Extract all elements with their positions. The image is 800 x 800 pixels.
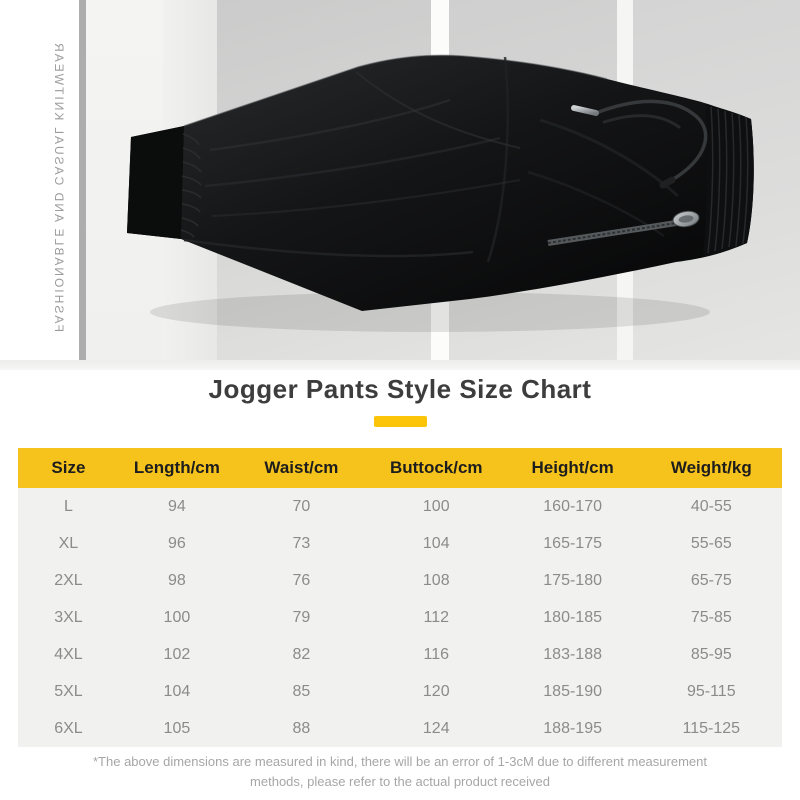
table-cell: 175-180 (543, 571, 602, 589)
table-body: L 94 70 100 160-170 40-55 XL 96 73 104 1… (18, 488, 782, 747)
table-cell: 70 (292, 497, 311, 515)
zipper-teeth (547, 222, 677, 244)
table-header-height: Height/cm (531, 458, 614, 477)
table-cell: 104 (163, 682, 191, 700)
backdrop-white-margin (0, 0, 79, 360)
table-cell: 100 (422, 497, 450, 515)
table-cell: 82 (292, 645, 311, 663)
table-header-row: Size Length/cm Waist/cm Buttock/cm Heigh… (18, 448, 782, 488)
measurement-disclaimer: *The above dimensions are measured in ki… (0, 752, 800, 792)
table-cell: 100 (163, 608, 191, 626)
table-row: 2XL 98 76 108 175-180 65-75 (18, 562, 782, 599)
table-row: L 94 70 100 160-170 40-55 (18, 488, 782, 525)
title-accent-bar (373, 416, 427, 427)
table-cell: 108 (422, 571, 450, 589)
table-cell: 180-185 (543, 608, 602, 626)
table-cell: 104 (422, 534, 450, 552)
table-row: 3XL 100 79 112 180-185 75-85 (18, 599, 782, 636)
table-cell: 79 (292, 608, 311, 626)
table-header-waist: Waist/cm (264, 458, 339, 477)
table-cell: 102 (163, 645, 191, 663)
table-cell: 96 (168, 534, 186, 552)
zipper-pocket (547, 210, 700, 246)
table-cell: 98 (168, 571, 186, 589)
backdrop-floor-strip (0, 360, 800, 370)
title-section: Jogger Pants Style Size Chart (0, 370, 800, 427)
table-header-length: Length/cm (133, 458, 220, 477)
product-photo-section: FASHIONABLE AND CASUAL KNITWEAR (0, 0, 800, 370)
table-header-buttock: Buttock/cm (389, 458, 483, 477)
table-cell: 2XL (54, 571, 83, 589)
table-cell: 112 (423, 608, 450, 626)
disclaimer-line-2: methods, please refer to the actual prod… (250, 774, 550, 789)
table-cell: 55-65 (690, 534, 732, 552)
table-cell: XL (58, 534, 79, 552)
table-cell: 105 (163, 719, 191, 737)
pants-top-highlight (183, 54, 608, 127)
table-cell: 160-170 (543, 497, 602, 515)
table-cell: 185-190 (543, 682, 602, 700)
table-cell: 188-195 (543, 719, 602, 737)
table-cell: 5XL (54, 682, 83, 700)
table-cell: 40-55 (690, 497, 732, 515)
table-cell: 183-188 (543, 645, 602, 663)
table-cell: 115-125 (682, 719, 741, 737)
drawstring (571, 99, 708, 189)
backdrop-gray-stripe (79, 0, 86, 360)
table-cell: 73 (292, 534, 311, 552)
pants-cuff (127, 126, 184, 239)
size-chart-table: Size Length/cm Waist/cm Buttock/cm Heigh… (18, 448, 782, 747)
page-title: Jogger Pants Style Size Chart (208, 374, 592, 404)
table-row: 5XL 104 85 120 185-190 95-115 (18, 673, 782, 710)
table-cell: 65-75 (690, 571, 732, 589)
table-cell: 116 (423, 645, 450, 663)
waistband-ribbing (707, 106, 749, 254)
table-cell: 165-175 (543, 534, 602, 552)
table-cell: 4XL (54, 645, 83, 663)
table-cell: 94 (168, 497, 186, 515)
table-row: XL 96 73 104 165-175 55-65 (18, 525, 782, 562)
table-header-weight: Weight/kg (670, 458, 752, 477)
jogger-pants-photo (127, 54, 754, 332)
table-cell: 85 (292, 682, 311, 700)
zipper-pull-detail (678, 215, 694, 223)
table-cell: 76 (292, 571, 311, 589)
table-cell: 88 (292, 719, 311, 737)
drawstring-aglet (659, 176, 676, 189)
pants-body (127, 55, 754, 312)
table-cell: 124 (422, 719, 450, 737)
table-cell: 95-115 (686, 682, 736, 700)
pants-shadow (150, 292, 710, 332)
table-header-size: Size (51, 458, 86, 477)
table-cell: 3XL (54, 608, 83, 626)
cuff-elastic-gathers (180, 133, 202, 238)
table-cell: 75-85 (690, 608, 732, 626)
table-cell: 120 (422, 682, 450, 700)
table-cell: 85-95 (690, 645, 732, 663)
drawstring-metal-tip (571, 105, 599, 116)
disclaimer-line-1: *The above dimensions are measured in ki… (93, 754, 707, 769)
table-cell: 6XL (54, 719, 83, 737)
table-row: 6XL 105 88 124 188-195 115-125 (18, 710, 782, 747)
table-row: 4XL 102 82 116 183-188 85-95 (18, 636, 782, 673)
table-cell: L (63, 497, 73, 515)
